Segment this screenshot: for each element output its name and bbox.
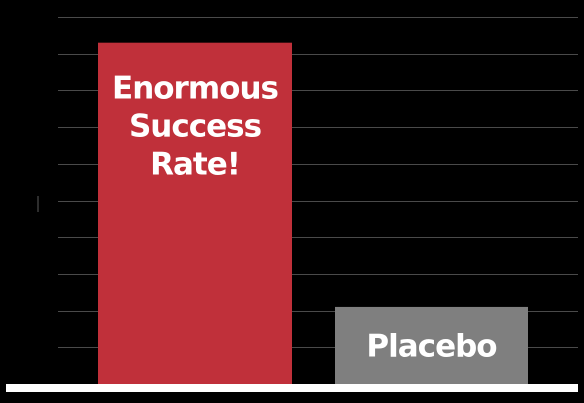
bar-label-line: Success (129, 109, 261, 145)
bar-label-line: Rate! (150, 147, 240, 183)
bar-labels: Enormous Success Rate! Placebo (112, 71, 498, 365)
bar-label-line: Enormous (112, 71, 278, 107)
bar-placebo (335, 306, 528, 385)
bar-label-placebo: Placebo (366, 328, 496, 364)
bars (98, 42, 528, 385)
bar-label-line: Placebo (366, 328, 496, 364)
bar-success-rate (98, 42, 292, 385)
bar-label-success-rate: Enormous Success Rate! (112, 71, 278, 183)
